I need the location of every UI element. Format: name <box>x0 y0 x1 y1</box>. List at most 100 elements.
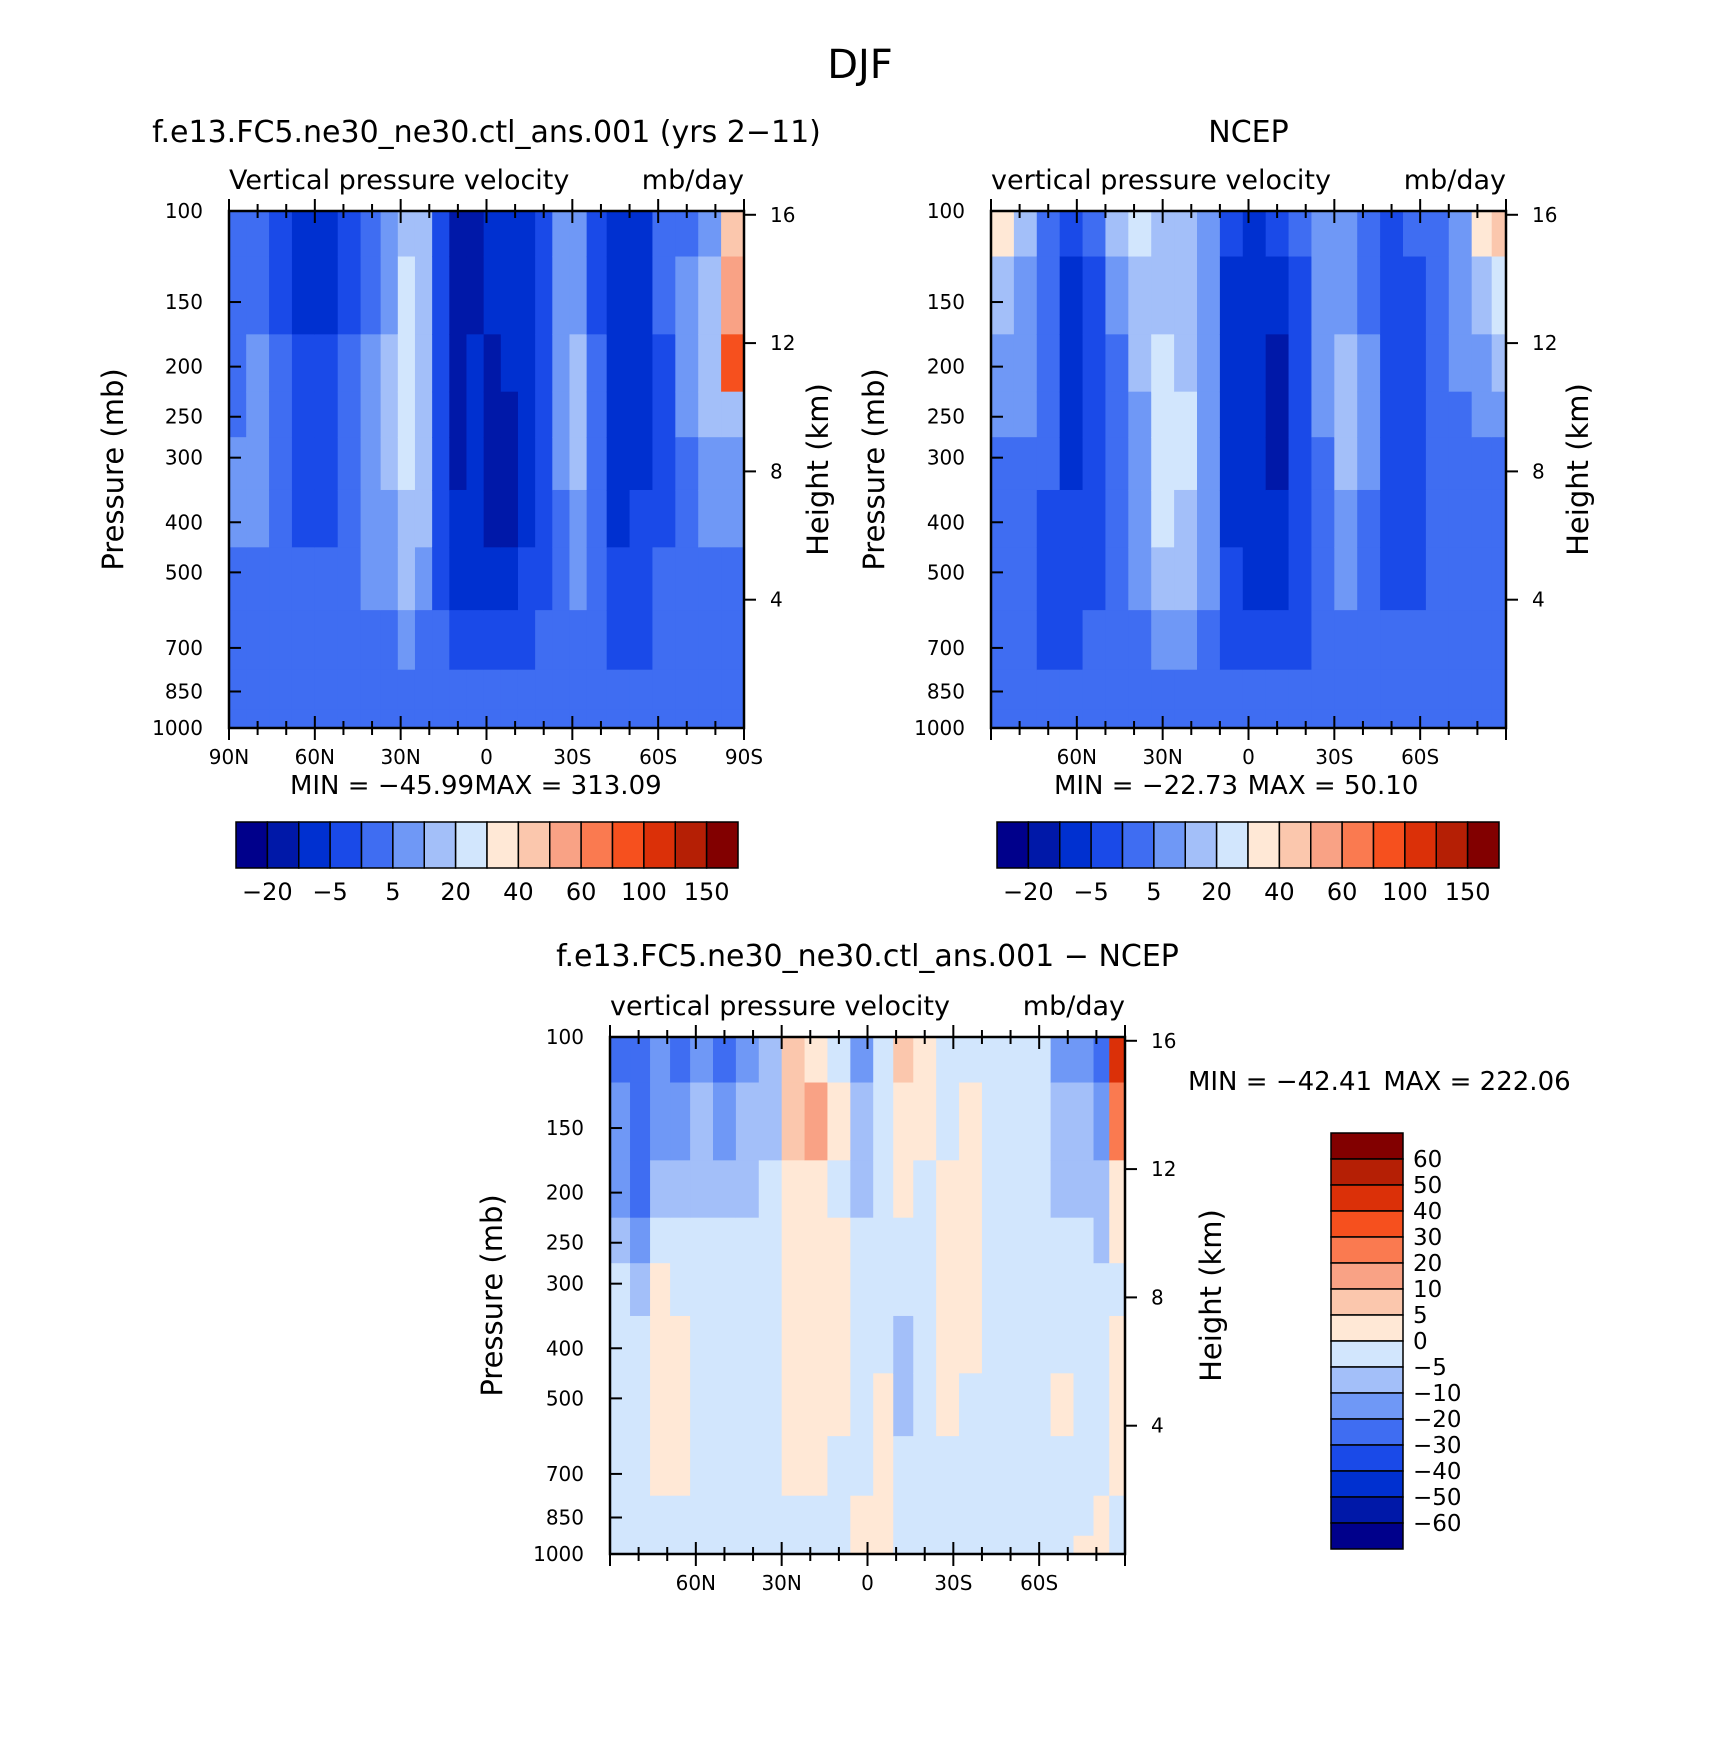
height-axis-label: Height (km) <box>1194 1209 1228 1382</box>
contour-cell <box>466 256 485 335</box>
contour-cell <box>1219 547 1244 611</box>
contour-cell <box>269 709 293 729</box>
contour-cell <box>1403 709 1427 729</box>
contour-cell <box>1311 547 1335 611</box>
contour-cell <box>1197 669 1221 711</box>
contour-cell <box>981 1315 1006 1374</box>
contour-cell <box>314 391 339 438</box>
contour-cell <box>291 256 316 335</box>
contour-cell <box>535 211 553 258</box>
contour-cell <box>652 489 676 548</box>
contour-cell <box>652 211 676 258</box>
contour-cell <box>758 1436 783 1497</box>
contour-cell <box>1357 610 1381 671</box>
contour-cell <box>1425 610 1450 671</box>
contour-cell <box>517 489 536 548</box>
contour-cell <box>610 1160 631 1219</box>
contour-cell <box>229 334 247 393</box>
contour-cell <box>850 1160 874 1219</box>
colorbar-swatch <box>266 821 300 869</box>
contour-cell <box>1403 391 1427 438</box>
contour-cell <box>1151 211 1175 258</box>
contour-cell <box>959 1160 983 1219</box>
contour-cell <box>314 489 339 548</box>
contour-cell <box>713 1217 737 1264</box>
contour-cell <box>630 1037 651 1084</box>
contour-cell <box>850 1315 874 1374</box>
contour-cell <box>850 1037 874 1084</box>
colorbar-swatch <box>1330 1496 1404 1524</box>
colorbar-swatch <box>1330 1158 1404 1186</box>
height-tick-label: 4 <box>770 588 783 612</box>
contour-cell <box>1471 610 1493 671</box>
contour-cell <box>1151 391 1175 438</box>
contour-cell <box>735 1160 760 1219</box>
y-tick-label: 100 <box>546 1025 584 1049</box>
contour-cell <box>735 1037 760 1084</box>
height-tick-label: 16 <box>770 203 795 227</box>
colorbar-swatch <box>580 821 614 869</box>
contour-cell <box>610 1263 631 1317</box>
contour-cell <box>1105 547 1129 611</box>
contour-cell <box>432 669 450 711</box>
y-tick-label: 300 <box>927 446 965 470</box>
height-tick-label: 16 <box>1151 1029 1176 1053</box>
contour-cell <box>735 1082 760 1161</box>
contour-cell <box>229 211 247 258</box>
contour-cell <box>1050 1436 1075 1497</box>
colorbar-label: 100 <box>1382 878 1428 906</box>
contour-cell <box>1036 547 1061 611</box>
contour-cell <box>291 489 316 548</box>
contour-cell <box>246 669 270 711</box>
contour-cell <box>1471 211 1493 258</box>
contour-cell <box>936 1436 960 1497</box>
contour-cell <box>606 391 631 438</box>
colorbar-label: −5 <box>312 878 347 906</box>
colorbar-swatch <box>1027 821 1061 869</box>
contour-cell <box>1425 437 1450 491</box>
colorbar-label: 40 <box>1264 878 1295 906</box>
contour-cell <box>1242 669 1267 711</box>
contour-cell <box>1288 669 1313 711</box>
height-tick-label: 4 <box>1151 1414 1164 1438</box>
contour-cell <box>397 489 416 548</box>
contour-cell <box>1357 709 1381 729</box>
contour-cell <box>936 1535 960 1555</box>
colorbar-swatch <box>1330 1314 1404 1342</box>
contour-cell <box>1036 489 1061 548</box>
contour-cell <box>781 1315 806 1374</box>
contour-cell <box>1311 256 1335 335</box>
contour-cell <box>1265 256 1290 335</box>
contour-cell <box>1448 437 1473 491</box>
contour-cell <box>981 1263 1006 1317</box>
contour-cell <box>650 1535 671 1555</box>
contour-cell <box>1151 489 1175 548</box>
height-tick-label: 12 <box>1151 1157 1176 1181</box>
contour-cell <box>804 1160 829 1219</box>
contour-cell <box>500 437 519 491</box>
contour-cell <box>610 1037 631 1084</box>
contour-cell <box>1471 391 1493 438</box>
contour-cell <box>629 256 654 335</box>
contour-cell <box>1380 547 1404 611</box>
contour-cell <box>449 489 468 548</box>
obs-panel: NCEP vertical pressure velocity mb/day 100 1… <box>857 115 1595 906</box>
height-tick-label: 8 <box>770 459 783 483</box>
contour-cell <box>670 1160 691 1219</box>
contour-cell <box>735 1315 760 1374</box>
colorbar-swatch <box>1330 1288 1404 1316</box>
contour-cell <box>291 211 316 258</box>
contour-cell <box>1151 547 1175 611</box>
contour-cell <box>1311 669 1335 711</box>
contour-cell <box>698 256 722 335</box>
contour-cell <box>1491 437 1507 491</box>
contour-cell <box>690 1217 714 1264</box>
contour-cell <box>1073 1082 1095 1161</box>
contour-cell <box>569 489 588 548</box>
contour-cell <box>229 489 247 548</box>
contour-cell <box>1265 391 1290 438</box>
contour-cell <box>758 1217 783 1264</box>
colorbar-swatch <box>235 821 269 869</box>
contour-cell <box>1448 391 1473 438</box>
contour-cell <box>1013 489 1038 548</box>
